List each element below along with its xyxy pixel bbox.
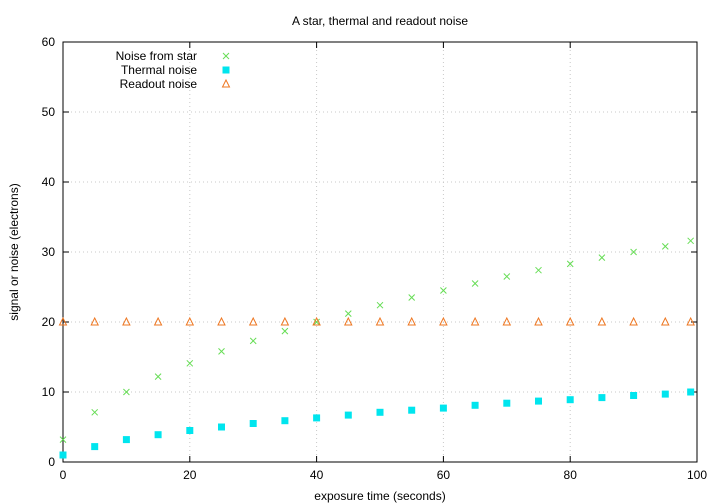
data-point: [597, 316, 607, 326]
y-tick-label: 30: [42, 245, 56, 259]
data-point: [408, 294, 416, 301]
data-point: [470, 316, 480, 326]
legend-marker-triangle: [221, 78, 231, 88]
data-point: [312, 316, 321, 326]
data-point: [123, 388, 130, 396]
data-point: [91, 443, 99, 451]
data-point: [630, 248, 637, 256]
data-point: [185, 316, 195, 326]
data-point: [248, 316, 258, 326]
data-point: [313, 318, 320, 326]
data-point: [686, 316, 695, 326]
series-3: [58, 316, 695, 326]
data-point: [122, 436, 130, 444]
data-point: [439, 404, 447, 412]
data-point: [661, 390, 669, 398]
data-point: [186, 427, 194, 434]
data-point: [630, 392, 638, 399]
axis-layer: 0 20 40 60 80 100 0 10 20 30 40 50 60: [42, 35, 708, 482]
legend-label: Readout noise: [120, 77, 198, 91]
data-point: [281, 327, 289, 335]
x-axis-label: exposure time (seconds): [314, 489, 445, 503]
chart-title: A star, thermal and readout noise: [292, 14, 468, 28]
data-point: [503, 399, 511, 407]
y-tick-label: 20: [42, 315, 56, 329]
series-2: [59, 388, 695, 459]
data-point: [535, 397, 542, 405]
data-point: [218, 423, 225, 431]
data-point: [661, 243, 669, 250]
data-point: [313, 414, 321, 422]
data-point: [503, 273, 511, 280]
data-point: [629, 316, 638, 326]
data-point: [565, 316, 575, 326]
data-point: [471, 280, 479, 287]
data-point: [344, 411, 352, 419]
x-tick-label: 0: [60, 468, 67, 482]
data-point: [534, 316, 543, 326]
data-point: [375, 316, 385, 326]
x-tick-label: 80: [564, 468, 578, 482]
data-point: [186, 359, 194, 367]
y-tick-label: 10: [42, 385, 56, 399]
data-point: [598, 254, 606, 261]
data-point: [58, 316, 68, 326]
data-point: [598, 394, 606, 402]
y-axis-label: signal or noise (electrons): [7, 183, 21, 320]
data-point: [439, 316, 448, 326]
data-point: [249, 420, 257, 427]
data-point: [59, 436, 67, 443]
plot-border: [62, 41, 698, 463]
grid-layer: [63, 42, 697, 462]
data-point: [376, 301, 384, 309]
data-point: [440, 287, 447, 294]
data-point: [122, 316, 131, 326]
data-point: [376, 408, 384, 416]
data-point: [408, 406, 416, 414]
legend-label: Noise from star: [116, 49, 197, 63]
legend-marker-cross: [222, 52, 230, 60]
data-point: [90, 316, 100, 326]
data-point: [154, 431, 162, 439]
x-tick-label: 20: [183, 468, 197, 482]
series-1: [59, 237, 695, 443]
y-tick-label: 40: [42, 175, 56, 189]
data-point: [217, 316, 226, 326]
data-point: [687, 237, 695, 245]
data-point: [407, 316, 417, 326]
data-point: [281, 417, 289, 425]
data-point: [660, 316, 670, 326]
data-point: [344, 310, 352, 317]
data-point: [343, 316, 353, 326]
x-tick-label: 40: [310, 468, 324, 482]
data-point: [471, 401, 479, 409]
data-point: [280, 316, 290, 326]
data-point: [154, 373, 162, 380]
legend-marker-square: [222, 66, 230, 74]
y-tick-label: 50: [42, 105, 56, 119]
data-point: [249, 337, 257, 345]
data-point: [535, 266, 542, 274]
data-point: [153, 316, 163, 326]
legend-label: Thermal noise: [121, 63, 197, 77]
data-point: [566, 260, 574, 268]
data-point: [218, 348, 225, 355]
x-tick-label: 100: [687, 468, 707, 482]
data-point: [59, 451, 67, 459]
y-tick-label: 60: [42, 35, 56, 49]
data-point: [91, 408, 99, 416]
y-tick-label: 0: [48, 455, 55, 469]
x-tick-label: 60: [437, 468, 451, 482]
data-point: [566, 396, 574, 404]
series-layer: [58, 237, 695, 459]
data-point: [502, 316, 512, 326]
data-point: [687, 388, 695, 396]
